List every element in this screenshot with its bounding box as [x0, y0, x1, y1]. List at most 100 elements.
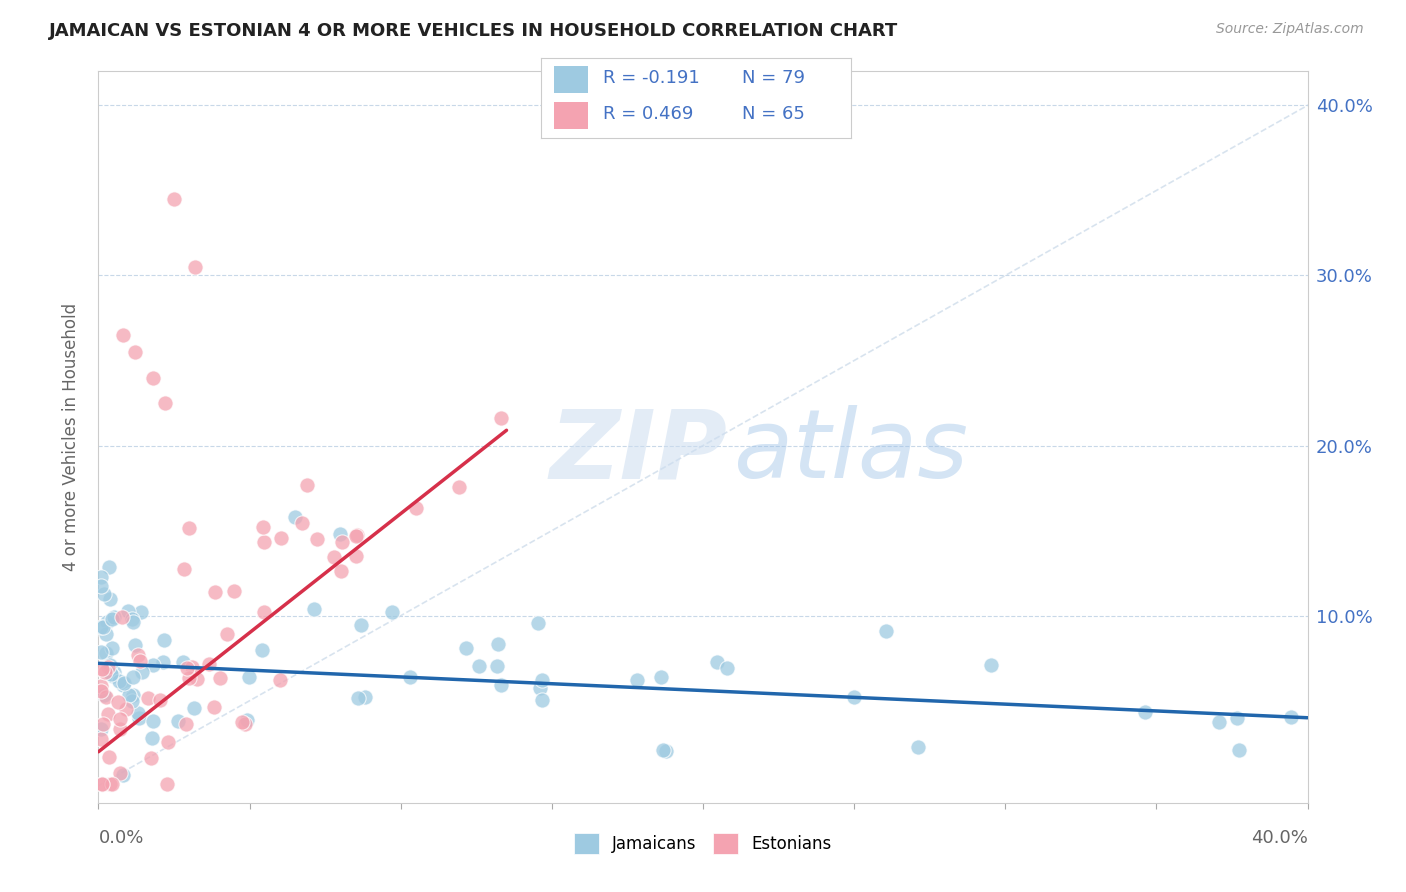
Point — [142, 370, 165, 384]
Point — [93, 665, 115, 680]
Point — [90, 684, 112, 698]
Point — [117, 604, 139, 618]
Text: JAMAICAN VS ESTONIAN 4 OR MORE VEHICLES IN HOUSEHOLD CORRELATION CHART: JAMAICAN VS ESTONIAN 4 OR MORE VEHICLES … — [49, 22, 898, 40]
Point — [270, 531, 292, 545]
Point — [174, 716, 197, 731]
Point — [90, 777, 112, 791]
Point — [186, 672, 208, 686]
Point — [233, 716, 256, 731]
Point — [90, 578, 112, 592]
Point — [322, 549, 344, 564]
Point — [111, 768, 134, 782]
Point — [172, 656, 194, 670]
Point — [626, 673, 648, 687]
Point — [350, 617, 373, 632]
Point — [157, 735, 180, 749]
FancyBboxPatch shape — [554, 103, 588, 128]
Point — [153, 396, 176, 410]
Point — [90, 570, 112, 584]
Point — [980, 658, 1002, 673]
Point — [183, 700, 205, 714]
Point — [344, 549, 367, 564]
Point — [1279, 710, 1302, 724]
Point — [98, 657, 121, 672]
Point — [90, 679, 112, 693]
Point — [111, 328, 134, 343]
Point — [108, 712, 131, 726]
Point — [875, 624, 897, 638]
Point — [91, 662, 114, 676]
Point — [142, 714, 165, 728]
Point — [176, 661, 198, 675]
Point — [153, 632, 176, 647]
Point — [122, 670, 145, 684]
Point — [121, 688, 143, 702]
Point — [650, 669, 672, 683]
Point — [129, 654, 152, 668]
Point — [398, 670, 420, 684]
Text: N = 79: N = 79 — [742, 70, 806, 87]
Point — [238, 670, 260, 684]
Point — [97, 659, 120, 673]
Point — [180, 660, 202, 674]
Point — [156, 777, 179, 791]
Point — [1226, 711, 1249, 725]
Point — [531, 673, 554, 687]
Point — [101, 612, 124, 626]
Point — [152, 655, 174, 669]
Point — [353, 690, 375, 704]
Point — [531, 693, 554, 707]
Point — [253, 535, 276, 549]
Point — [209, 671, 232, 685]
Point — [128, 711, 150, 725]
Point — [111, 609, 134, 624]
Point — [121, 612, 143, 626]
Point — [307, 533, 329, 547]
Point — [716, 661, 738, 675]
Point — [149, 693, 172, 707]
Point — [202, 700, 225, 714]
Point — [252, 519, 274, 533]
Point — [97, 560, 120, 574]
Point — [136, 691, 159, 706]
Point — [173, 562, 195, 576]
Point — [269, 673, 291, 688]
Point — [90, 620, 112, 634]
Point — [380, 605, 402, 619]
Legend: Jamaicans, Estonians: Jamaicans, Estonians — [567, 827, 839, 860]
Point — [112, 676, 135, 690]
Point — [177, 671, 200, 685]
Point — [297, 478, 319, 492]
Point — [101, 669, 124, 683]
Point — [198, 657, 221, 672]
Point — [486, 636, 509, 650]
Point — [90, 645, 112, 659]
Point — [124, 345, 146, 359]
Point — [291, 516, 314, 530]
FancyBboxPatch shape — [554, 66, 588, 93]
Point — [98, 750, 121, 764]
Point — [329, 527, 352, 541]
Text: 40.0%: 40.0% — [1251, 829, 1308, 847]
Text: R = -0.191: R = -0.191 — [603, 70, 700, 87]
Point — [98, 592, 121, 607]
Point — [129, 605, 152, 619]
Text: ZIP: ZIP — [550, 405, 727, 499]
Point — [907, 740, 929, 755]
Point — [651, 743, 673, 757]
Point — [127, 648, 149, 663]
Point — [103, 609, 125, 624]
Point — [100, 666, 122, 681]
Point — [91, 716, 114, 731]
Point — [231, 714, 253, 729]
Point — [107, 673, 129, 688]
Point — [108, 765, 131, 780]
Point — [330, 535, 353, 549]
Point — [346, 528, 368, 542]
Point — [139, 751, 162, 765]
Point — [706, 656, 728, 670]
Point — [101, 777, 124, 791]
Point — [235, 713, 257, 727]
Y-axis label: 4 or more Vehicles in Household: 4 or more Vehicles in Household — [62, 303, 80, 571]
Point — [489, 677, 512, 691]
